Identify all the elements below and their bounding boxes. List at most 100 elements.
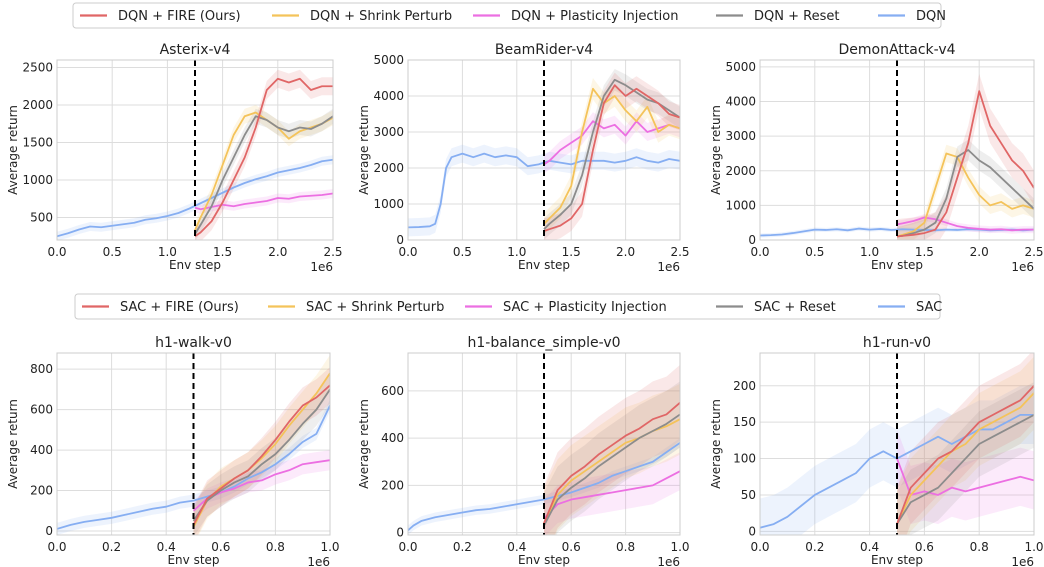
series-line (896, 216, 1034, 232)
series-band (544, 78, 680, 235)
legend-label: SAC + Plasticity Injection (503, 300, 667, 315)
x-tick-label: 2.5 (323, 245, 342, 259)
y-tick-label: 200 (30, 484, 53, 498)
series-line (896, 152, 1034, 238)
x-exponent-label: 1e6 (307, 555, 330, 567)
y-tick-label: 400 (381, 431, 404, 445)
y-tick-label: 500 (30, 211, 53, 225)
series-line (408, 442, 680, 531)
x-tick-label: 0.8 (616, 540, 635, 554)
y-tick-label: 800 (30, 362, 53, 376)
y-tick-label: 1500 (22, 136, 53, 150)
chart-panel: 0.0 0.5 1.0 1.5 2.0 2.5 500 1000 1500 2000 2500 Ast… (6, 42, 343, 274)
plot-area (57, 355, 330, 535)
y-tick-label: 0 (748, 524, 756, 538)
series-band (408, 144, 680, 237)
y-tick-label: 600 (30, 403, 53, 417)
plot-area (57, 69, 333, 240)
y-tick-label: 0 (396, 233, 404, 247)
y-tick-label: 0 (45, 524, 53, 538)
y-tick-label: 3000 (725, 129, 756, 143)
x-tick-label: 2.0 (616, 245, 635, 259)
series-band (544, 383, 680, 535)
series-band (195, 108, 333, 240)
y-tick-label: 2000 (725, 164, 756, 178)
x-tick-label: 2.0 (970, 245, 989, 259)
x-tick-label: 0.5 (805, 245, 824, 259)
x-tick-label: 0.8 (970, 540, 989, 554)
series-line (543, 87, 680, 225)
x-tick-label: 1.0 (670, 540, 689, 554)
series-line (896, 414, 1034, 525)
series-line (192, 384, 330, 526)
y-tick-label: 100 (733, 452, 756, 466)
series-line (543, 470, 680, 520)
x-exponent-label: 1e6 (1011, 555, 1034, 567)
y-tick-label: 2500 (22, 61, 53, 75)
y-axis-label: Average return (6, 105, 20, 195)
x-exponent-label: 1e6 (310, 260, 333, 274)
x-tick-label: 0.2 (453, 540, 472, 554)
series-band (193, 367, 330, 535)
series-band (897, 73, 1034, 240)
series-band (195, 105, 333, 238)
series-line (896, 90, 1034, 238)
chart-title: h1-run-v0 (863, 335, 931, 351)
x-tick-label: 2.0 (268, 245, 287, 259)
x-tick-label: 0.6 (562, 540, 581, 554)
x-axis-label: Env step (169, 258, 221, 272)
x-tick-label: 2.5 (670, 245, 689, 259)
series-band (544, 364, 680, 535)
chart-panel: 0.0 0.2 0.4 0.6 0.8 1.0 0 200 400 600 h1-balance_s… (357, 335, 690, 567)
y-axis-label: Average return (357, 399, 371, 489)
legend-label: DQN + FIRE (Ours) (118, 9, 241, 24)
x-exponent-label: 1e6 (1011, 260, 1034, 274)
y-tick-label: 0 (748, 233, 756, 247)
y-axis-label: Average return (709, 399, 723, 489)
axes-frame (759, 59, 1035, 241)
x-tick-label: 0.2 (102, 540, 121, 554)
series-line (194, 115, 333, 235)
y-tick-label: 2000 (373, 161, 404, 175)
x-tick-label: 1.5 (213, 245, 232, 259)
plot-area (760, 353, 1034, 535)
plot-area (760, 73, 1034, 240)
legend-label: DQN (916, 9, 946, 24)
y-tick-label: 2000 (22, 98, 53, 112)
y-tick-label: 50 (741, 488, 756, 502)
series-band (195, 69, 333, 240)
x-axis-label: Env step (518, 258, 570, 272)
legends: DQN + FIRE (Ours) DQN + Shrink Perturb DQN… (72, 2, 946, 320)
panels: 0.0 0.5 1.0 1.5 2.0 2.55001000150020002500Ast… (6, 42, 1044, 567)
x-tick-label: 0.0 (750, 245, 769, 259)
x-exponent-label: 1e6 (657, 555, 680, 567)
x-tick-label: 1.0 (507, 245, 526, 259)
legend-label: SAC (916, 300, 942, 315)
y-tick-label: 1000 (725, 198, 756, 212)
y-tick-label: 200 (381, 478, 404, 492)
x-tick-label: 0.5 (453, 245, 472, 259)
series-band (544, 381, 680, 535)
axes-frame (56, 352, 331, 536)
legend-frame (74, 293, 941, 320)
legend-label: SAC + FIRE (Ours) (120, 300, 239, 315)
y-tick-label: 4000 (373, 89, 404, 103)
series-band (544, 69, 680, 240)
chart-title: DemonAttack-v4 (838, 42, 955, 58)
series-line (543, 413, 680, 526)
x-tick-label: 2.5 (1024, 245, 1043, 259)
x-tick-label: 0.0 (398, 540, 417, 554)
y-axis-label: Average return (357, 105, 371, 195)
legend-label: SAC + Reset (754, 300, 836, 315)
series-band (544, 112, 680, 174)
y-axis-label: Average return (6, 399, 20, 489)
chart-title: h1-walk-v0 (155, 335, 232, 351)
series-line (543, 401, 680, 524)
x-tick-label: 0.2 (805, 540, 824, 554)
x-tick-label: 0.4 (860, 540, 879, 554)
chart-title: h1-balance_simple-v0 (467, 335, 620, 351)
legend-label: DQN + Reset (754, 9, 839, 24)
y-tick-label: 400 (30, 443, 53, 457)
x-tick-label: 1.0 (320, 540, 339, 554)
x-tick-label: 1.5 (562, 245, 581, 259)
